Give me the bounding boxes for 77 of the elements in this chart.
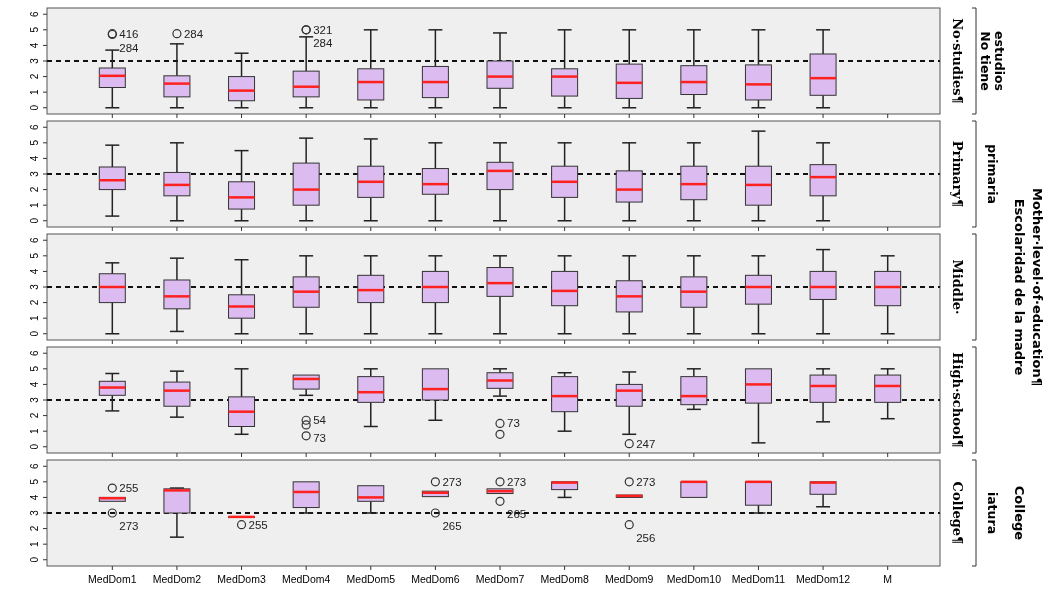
annotation: 73 bbox=[507, 417, 520, 430]
y2-axis-title: iatura bbox=[984, 491, 1000, 535]
y-tick-label: 3 bbox=[29, 509, 40, 516]
y-tick-label: 6 bbox=[29, 237, 40, 244]
text: Primary¶ bbox=[949, 140, 965, 208]
annotation: 255 bbox=[119, 482, 139, 495]
y-tick-label: 1 bbox=[29, 88, 40, 95]
y-tick-label: 6 bbox=[29, 350, 40, 357]
y-tick-label: 4 bbox=[29, 42, 40, 49]
y-tick-label: 5 bbox=[29, 139, 40, 146]
annotation: 321 bbox=[313, 23, 333, 36]
annotation: 54 bbox=[313, 414, 327, 427]
x-tick-label: MedDom3 bbox=[217, 573, 266, 585]
y-tick-label: 4 bbox=[29, 268, 40, 275]
y-tick-label: 6 bbox=[29, 463, 40, 470]
y-tick-label: 1 bbox=[29, 540, 40, 547]
y-tick-label: 2 bbox=[29, 186, 40, 193]
y2-axis-title: primaria bbox=[984, 144, 1000, 204]
y-tick-label: 1 bbox=[29, 314, 40, 321]
y-tick-label: 2 bbox=[29, 525, 40, 532]
text: High·school¶ bbox=[949, 352, 965, 448]
y-tick-label: 0 bbox=[29, 217, 40, 224]
y-tick-label: 0 bbox=[29, 330, 40, 337]
x-tick-label: MedDom12 bbox=[795, 573, 851, 585]
annotation: 284 bbox=[119, 41, 140, 54]
annotation: 265 bbox=[507, 508, 527, 521]
y-tick-label: 0 bbox=[29, 556, 40, 563]
x-tick-label: MedDom4 bbox=[281, 573, 331, 585]
annotation: 284 bbox=[183, 27, 204, 40]
y-tick-label: 4 bbox=[29, 155, 40, 162]
y-tick-label: 1 bbox=[29, 201, 40, 208]
x-tick-label: MedDom7 bbox=[475, 573, 525, 585]
y-tick-label: 6 bbox=[29, 124, 40, 131]
y-tick-label: 2 bbox=[29, 299, 40, 306]
text: College¶ bbox=[949, 481, 965, 545]
x-tick-label: MedDom5 bbox=[346, 573, 396, 585]
y-tick-label: 3 bbox=[29, 396, 40, 403]
x-tick-label: MedDom1 bbox=[88, 573, 137, 585]
annotation: 273 bbox=[119, 520, 139, 532]
y-tick-label: 5 bbox=[29, 478, 40, 485]
y-tick-label: 1 bbox=[29, 427, 40, 434]
text: Mother·level·of·education¶ bbox=[1029, 188, 1045, 386]
x-tick-label: MedDom9 bbox=[605, 573, 654, 585]
annotation: 73 bbox=[313, 431, 326, 444]
annotation: 247 bbox=[636, 437, 656, 450]
annotation: 284 bbox=[313, 36, 333, 49]
x-tick-label: M bbox=[883, 573, 893, 585]
annotation: 273 bbox=[442, 475, 462, 488]
text: No·studies¶ bbox=[949, 18, 965, 104]
annotation: 256 bbox=[636, 531, 656, 544]
y-tick-label: 5 bbox=[29, 365, 40, 372]
annotation: 273 bbox=[507, 475, 527, 488]
text: Escolaridad de la madre bbox=[1011, 198, 1027, 376]
y-tick-label: 0 bbox=[29, 104, 40, 111]
y-tick-label: 3 bbox=[29, 283, 40, 290]
y-tick-label: 2 bbox=[29, 412, 40, 419]
text: Middle· bbox=[949, 259, 965, 315]
y-tick-label: 3 bbox=[29, 57, 40, 64]
x-tick-label: MedDom6 bbox=[411, 573, 460, 585]
y-tick-label: 4 bbox=[29, 494, 40, 501]
annotation: 416 bbox=[119, 27, 139, 40]
x-tick-label: MedDom8 bbox=[540, 573, 589, 585]
y-tick-label: 2 bbox=[29, 73, 40, 80]
y-tick-label: 4 bbox=[29, 381, 40, 388]
y-tick-label: 6 bbox=[29, 11, 40, 18]
x-tick-label: MedDom10 bbox=[666, 573, 722, 585]
y-tick-label: 3 bbox=[29, 170, 40, 177]
annotation: 265 bbox=[442, 520, 462, 532]
x-tick-label: MedDom11 bbox=[731, 573, 786, 585]
y2-axis-title: No tiene estudios bbox=[977, 30, 1007, 92]
annotation: 255 bbox=[248, 518, 268, 531]
text: College bbox=[1011, 485, 1027, 541]
y-tick-label: 5 bbox=[29, 252, 40, 259]
annotation: 273 bbox=[636, 475, 656, 488]
y-tick-label: 0 bbox=[29, 443, 40, 450]
y-tick-label: 5 bbox=[29, 26, 40, 33]
x-tick-label: MedDom2 bbox=[152, 573, 202, 585]
